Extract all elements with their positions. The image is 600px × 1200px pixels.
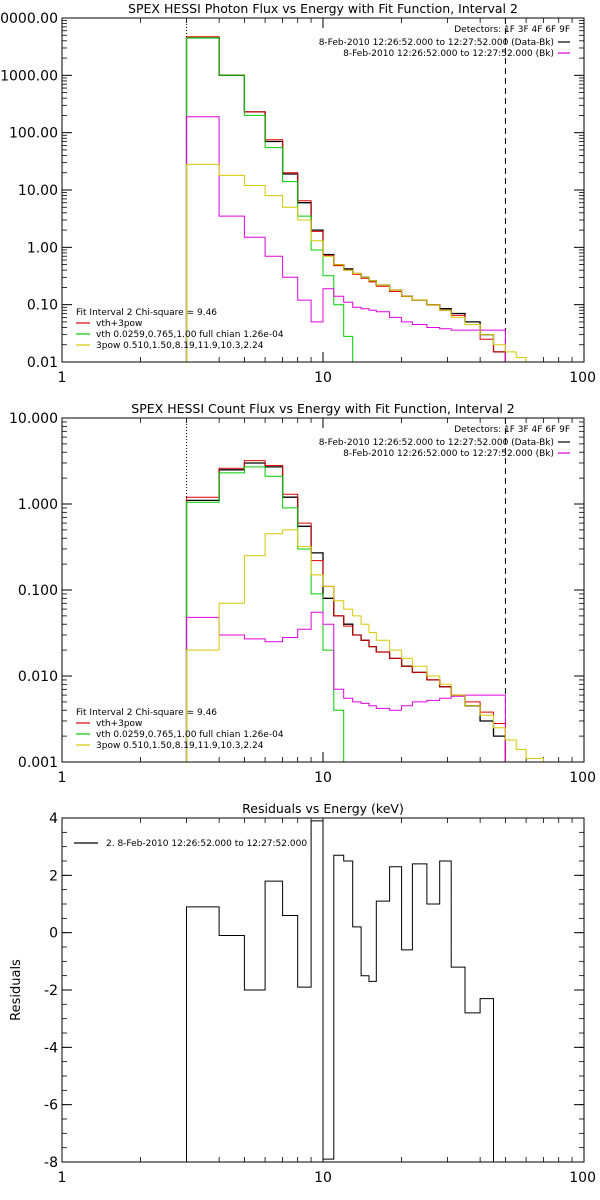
legend-top-right: Detectors: 1F 3F 4F 6F 9F 8-Feb-2010 12:2… — [319, 425, 570, 459]
y-tick-label: -6 — [44, 1098, 58, 1114]
y-tick-label: 0.001 — [18, 755, 58, 771]
legend-top-left: 2. 8-Feb-2010 12:26:52.000 to 12:27:52.0… — [74, 839, 307, 849]
y-tick-label: 100.00 — [9, 126, 58, 142]
y-tick-label: 4 — [49, 811, 58, 827]
residuals-panel: Residuals vs Energy (keV) 1 10 100 -8 -6 -4 -2 0… — [9, 801, 596, 1186]
legend-label: 2. 8-Feb-2010 12:26:52.000 to 12:27:52.0… — [106, 839, 307, 849]
series-line-4 — [186, 163, 527, 362]
y-axis-label: Residuals — [9, 959, 24, 1021]
y-tick-label: 0.100 — [18, 583, 58, 599]
series-line-2 — [186, 466, 345, 762]
legend-label: vth 0.0259,0.765,1.00 full chian 1.26e-0… — [96, 730, 284, 740]
series-line-0 — [186, 820, 494, 1162]
x-tick-label: 10 — [314, 370, 332, 386]
y-tick-label: 10.00 — [18, 183, 58, 199]
y-tick-label: 10000.00 — [0, 11, 58, 27]
x-tick-label: 10 — [314, 1170, 332, 1186]
legend-top-right: Detectors: 1F 3F 4F 6F 9F 8-Feb-2010 12:2… — [319, 25, 570, 59]
axes-frame — [61, 17, 585, 363]
chart-title: Residuals vs Energy (keV) — [242, 801, 404, 816]
x-tick-label: 1 — [58, 1170, 67, 1186]
y-tick-label: -4 — [44, 1040, 58, 1056]
y-tick-label: 1000.00 — [0, 68, 58, 84]
y-tick-label: 2 — [49, 868, 58, 884]
legend-label: 8-Feb-2010 12:26:52.000 to 12:27:52.000 … — [319, 38, 554, 48]
photon-flux-panel: SPEX HESSI Photon Flux vs Energy with Fi… — [0, 1, 596, 386]
legend-label: 8-Feb-2010 12:26:52.000 to 12:27:52.000 … — [319, 438, 554, 448]
x-tick-label: 100 — [569, 770, 596, 786]
series-line-2 — [186, 37, 354, 362]
x-tick-label: 10 — [314, 770, 332, 786]
legend-label: vth 0.0259,0.765,1.00 full chian 1.26e-0… — [96, 330, 284, 340]
x-tick-label: 1 — [58, 770, 67, 786]
x-tick-label: 1 — [58, 370, 67, 386]
legend-label: vth+3pow — [96, 319, 142, 329]
y-tick-label: 10.000 — [9, 411, 58, 427]
count-flux-panel: SPEX HESSI Count Flux vs Energy with Fit… — [9, 401, 596, 786]
y-tick-label: -2 — [44, 983, 58, 999]
plot-area — [186, 820, 494, 1162]
y-tick-label: 0.01 — [27, 355, 58, 371]
y-tick-label: 0.010 — [18, 669, 58, 685]
legend-label: 3pow 0.510,1.50,8.19,11.9,10.3,2.24 — [96, 741, 264, 751]
series-line-3 — [186, 611, 506, 762]
plot-area — [185, 418, 545, 762]
legend-header: Detectors: 1F 3F 4F 6F 9F — [454, 425, 570, 435]
x-tick-label: 100 — [569, 1170, 596, 1186]
axes-frame — [61, 817, 585, 1163]
series-line-4 — [186, 529, 545, 762]
y-tick-label: 1.000 — [18, 497, 58, 513]
y-tick-label: 0.10 — [27, 298, 58, 314]
legend-header: Fit Interval 2 Chi-square = 9.46 — [76, 708, 217, 718]
y-tick-label: 1.00 — [27, 240, 58, 256]
y-tick-label: -8 — [44, 1155, 58, 1171]
chart-title: SPEX HESSI Count Flux vs Energy with Fit… — [131, 401, 514, 416]
series-line-1 — [186, 36, 506, 362]
chart-title: SPEX HESSI Photon Flux vs Energy with Fi… — [128, 1, 518, 16]
x-tick-label: 100 — [569, 370, 596, 386]
legend-label: 8-Feb-2010 12:26:52.000 to 12:27:52.000 … — [343, 449, 554, 459]
legend-bottom-left: Fit Interval 2 Chi-square = 9.46vth+3pow… — [76, 308, 284, 351]
legend-label: 8-Feb-2010 12:26:52.000 to 12:27:52.000 … — [343, 49, 554, 59]
plot-area — [185, 18, 527, 362]
legend-header: Fit Interval 2 Chi-square = 9.46 — [76, 308, 217, 318]
legend-label: 3pow 0.510,1.50,8.19,11.9,10.3,2.24 — [96, 341, 264, 351]
legend-label: vth+3pow — [96, 719, 142, 729]
y-tick-label: 0 — [49, 926, 58, 942]
series-line-3 — [186, 116, 506, 362]
axes-frame — [61, 417, 585, 763]
legend-header: Detectors: 1F 3F 4F 6F 9F — [454, 25, 570, 35]
legend-bottom-left: Fit Interval 2 Chi-square = 9.46vth+3pow… — [76, 708, 284, 751]
